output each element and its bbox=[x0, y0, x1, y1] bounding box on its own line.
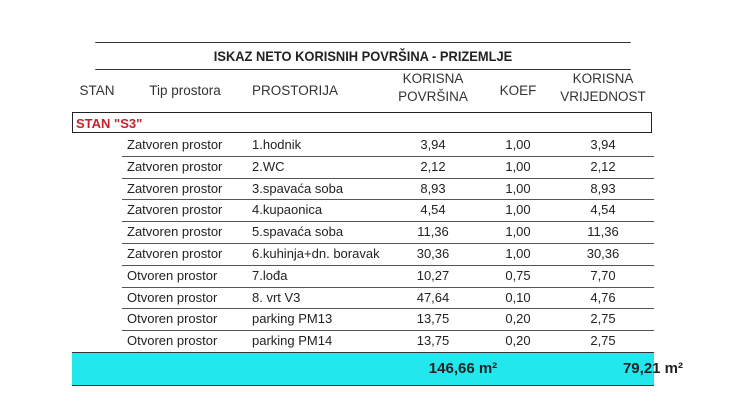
header-tip: Tip prostora bbox=[149, 83, 221, 98]
cell-koef: 0,75 bbox=[505, 267, 531, 283]
totals-row: 146,66 m² 79,21 m² bbox=[72, 352, 683, 386]
cell-tip: Otvoren prostor bbox=[127, 267, 218, 283]
cell-tip: Zatvoren prostor bbox=[127, 202, 223, 218]
cell-prostorija: 4.kupaonica bbox=[252, 202, 323, 218]
cell-prostorija: parking PM14 bbox=[252, 333, 333, 349]
cell-povrsina: 3,94 bbox=[420, 137, 446, 152]
header-povrsina-line1: KORISNA bbox=[402, 71, 464, 86]
cell-koef: 0,20 bbox=[505, 333, 531, 349]
header-vrijednost-line1: KORISNA bbox=[572, 71, 634, 86]
table-row: Zatvoren prostor 3.spavaća soba 8,93 1,00 8,… bbox=[122, 178, 654, 201]
cell-povrsina: 47,64 bbox=[416, 289, 450, 305]
table-row: Zatvoren prostor 5.spavaća soba 11,36 1,00 1… bbox=[122, 221, 654, 244]
cell-povrsina: 8,93 bbox=[420, 180, 446, 196]
header-koef: KOEF bbox=[499, 83, 537, 98]
cell-tip: Otvoren prostor bbox=[127, 333, 218, 349]
header-vrijednost: KORISNA VRIJEDNOST bbox=[553, 70, 653, 112]
table-title: ISKAZ NETO KORISNIH POVRŠINA - PRIZEMLJE bbox=[95, 42, 631, 70]
cell-tip: Zatvoren prostor bbox=[127, 180, 223, 196]
cell-vrijednost: 3,94 bbox=[590, 137, 616, 152]
cell-tip: Zatvoren prostor bbox=[127, 246, 223, 261]
header-prostorija: PROSTORIJA bbox=[252, 83, 339, 98]
cell-koef: 1,00 bbox=[505, 224, 531, 240]
table-row: Zatvoren prostor 1.hodnik 3,94 1,00 3,94 bbox=[122, 134, 654, 157]
cell-vrijednost: 4,76 bbox=[590, 289, 616, 305]
table-row: Otvoren prostor 8. vrt V3 47,64 0,10 4,76 bbox=[122, 287, 654, 310]
cell-vrijednost: 30,36 bbox=[586, 246, 620, 261]
cell-prostorija: 5.spavaća soba bbox=[252, 224, 344, 240]
cell-tip: Zatvoren prostor bbox=[127, 137, 223, 152]
cell-vrijednost: 4,54 bbox=[590, 202, 616, 218]
cell-vrijednost: 11,36 bbox=[587, 224, 619, 240]
cell-koef: 1,00 bbox=[505, 180, 531, 196]
cell-prostorija: 7.lođa bbox=[252, 267, 288, 283]
total-vrijednost: 79,21 m² bbox=[622, 360, 684, 377]
table-row: Otvoren prostor parking PM13 13,75 0,20 2,75 bbox=[122, 308, 654, 332]
cell-vrijednost: 2,75 bbox=[590, 333, 616, 349]
table-row: Otvoren prostor parking PM14 13,75 0,20 2,75 bbox=[122, 330, 654, 353]
cell-vrijednost: 7,70 bbox=[590, 267, 616, 283]
header-povrsina: KORISNA POVRŠINA bbox=[383, 70, 483, 112]
cell-koef: 1,00 bbox=[505, 137, 531, 152]
cell-koef: 0,20 bbox=[505, 311, 531, 327]
cell-prostorija: parking PM13 bbox=[252, 311, 333, 327]
cell-povrsina: 30,36 bbox=[416, 246, 450, 261]
cell-povrsina: 13,75 bbox=[416, 333, 450, 349]
cell-povrsina: 10,27 bbox=[416, 267, 450, 283]
cell-prostorija: 2.WC bbox=[252, 158, 285, 174]
total-povrsina: 146,66 m² bbox=[428, 360, 498, 377]
cell-vrijednost: 2,12 bbox=[590, 158, 616, 174]
header-vrijednost-line2: VRIJEDNOST bbox=[560, 89, 646, 104]
header-povrsina-line2: POVRŠINA bbox=[398, 89, 468, 104]
group-label: STAN "S3" bbox=[72, 112, 652, 133]
table-row: Otvoren prostor 7.lođa 10,27 0,75 7,70 bbox=[122, 265, 654, 288]
cell-koef: 1,00 bbox=[505, 158, 531, 174]
cell-povrsina: 2,12 bbox=[420, 158, 446, 174]
cell-povrsina: 13,75 bbox=[416, 311, 450, 327]
cell-prostorija: 1.hodnik bbox=[252, 137, 302, 152]
header-stan: STAN bbox=[79, 83, 115, 98]
cell-prostorija: 8. vrt V3 bbox=[252, 289, 301, 305]
cell-koef: 0,10 bbox=[505, 289, 531, 305]
table-row: Zatvoren prostor 6.kuhinja+dn. boravak 30,… bbox=[122, 243, 654, 266]
cell-prostorija: 6.kuhinja+dn. boravak bbox=[252, 246, 380, 261]
cell-tip: Zatvoren prostor bbox=[127, 158, 223, 174]
cell-vrijednost: 8,93 bbox=[590, 180, 616, 196]
cell-prostorija: 3.spavaća soba bbox=[252, 180, 344, 196]
table-row: Zatvoren prostor 4.kupaonica 4,54 1,00 4,54 bbox=[122, 199, 654, 223]
cell-povrsina: 4,54 bbox=[420, 202, 446, 218]
table-row: Zatvoren prostor 2.WC 2,12 1,00 2,12 bbox=[122, 156, 654, 179]
cell-vrijednost: 2,75 bbox=[590, 311, 616, 327]
cell-tip: Otvoren prostor bbox=[127, 289, 218, 305]
cell-tip: Zatvoren prostor bbox=[127, 224, 223, 240]
cell-povrsina: 11,36 bbox=[417, 224, 449, 240]
cell-koef: 1,00 bbox=[505, 246, 531, 261]
cell-koef: 1,00 bbox=[505, 202, 531, 218]
cell-tip: Otvoren prostor bbox=[127, 311, 218, 327]
